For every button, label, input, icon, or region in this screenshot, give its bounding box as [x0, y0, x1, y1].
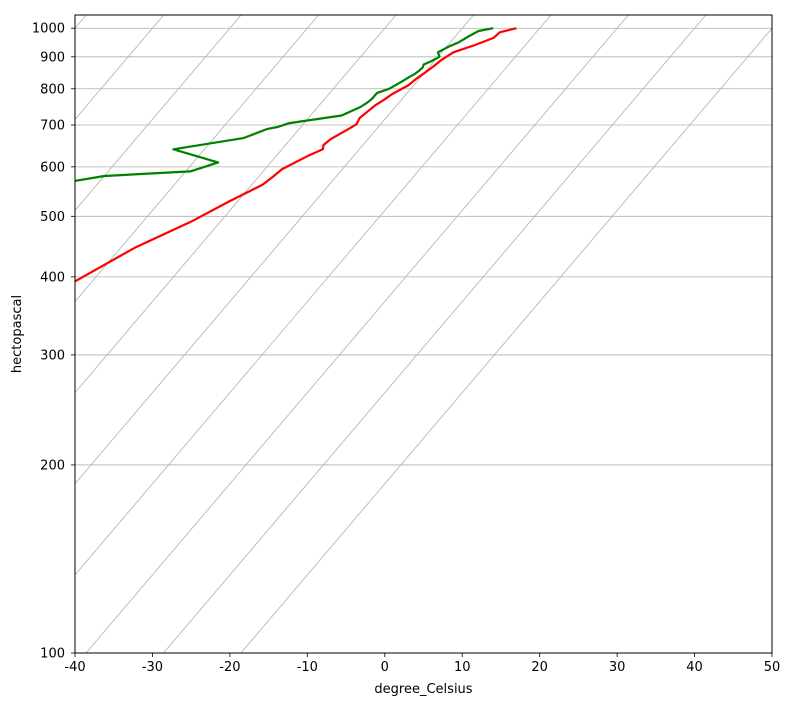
dry-adiabat-line — [85, 15, 629, 653]
dry-adiabat-line — [163, 15, 707, 653]
dry-adiabat-line — [75, 15, 552, 576]
x-tick-label: -30 — [142, 660, 163, 675]
dry-adiabat-line — [75, 15, 474, 485]
dry-adiabat-line — [0, 15, 9, 653]
dewpoint-profile-line — [75, 27, 494, 182]
y-tick-label: 900 — [40, 50, 65, 65]
plot-frame — [74, 14, 773, 654]
y-tick-label: 600 — [40, 160, 65, 175]
dry-adiabat-line — [75, 15, 319, 303]
y-tick-label: 500 — [40, 210, 65, 225]
x-tick-label: 50 — [764, 660, 781, 675]
temperature-profile-line — [75, 27, 517, 283]
x-tick-label: 20 — [531, 660, 548, 675]
y-axis-label: hectopascal — [10, 295, 25, 373]
series-layer — [75, 27, 517, 283]
y-tick-label: 400 — [40, 270, 65, 285]
dry-adiabat-line — [75, 15, 397, 394]
y-tick-label: 300 — [40, 348, 65, 363]
x-tick-label: 10 — [454, 660, 471, 675]
x-tick-label: -40 — [64, 660, 85, 675]
y-tick-label: 100 — [40, 647, 65, 662]
x-tick-label: 40 — [686, 660, 703, 675]
y-tick-label: 700 — [40, 119, 65, 134]
x-tick-label: -10 — [297, 660, 318, 675]
x-tick-label: -20 — [219, 660, 240, 675]
dry-adiabats — [0, 15, 772, 653]
x-tick-label: 0 — [381, 660, 389, 675]
grid — [75, 27, 772, 654]
y-tick-label: 200 — [40, 458, 65, 473]
dry-adiabat-line — [240, 27, 772, 653]
y-tick-label: 1000 — [32, 22, 65, 37]
x-tick-label: 30 — [609, 660, 626, 675]
y-tick-label: 800 — [40, 82, 65, 97]
x-axis-label: degree_Celsius — [374, 682, 472, 697]
dry-adiabat-line — [75, 15, 242, 212]
